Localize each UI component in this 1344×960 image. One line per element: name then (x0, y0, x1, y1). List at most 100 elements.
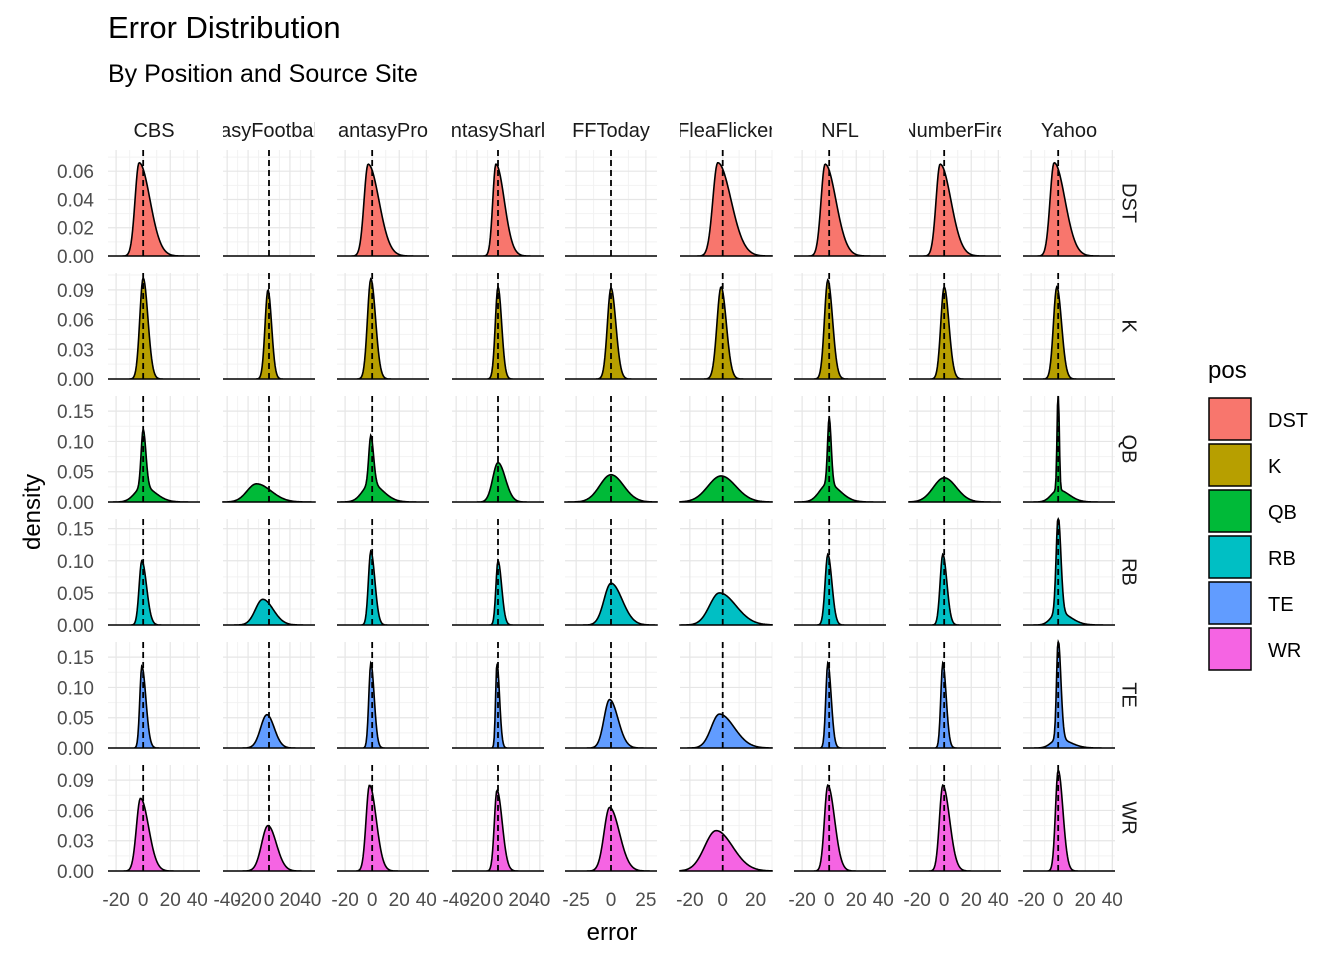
y-tick-wr-1: 0.03 (57, 832, 94, 853)
panel-te-fantasypros (337, 642, 429, 749)
x-tick-numberfire-2: 20 (961, 890, 982, 911)
density-k-cbs (108, 275, 200, 380)
panel-qb-fftoday (564, 396, 658, 503)
density-te-numberfire (909, 660, 1001, 749)
density-rb-nfl (794, 552, 886, 626)
x-tick-cbs-1: 0 (138, 890, 149, 911)
y-tick-dst-2: 0.04 (57, 190, 94, 211)
panel-wr-fantasysharks (452, 765, 544, 872)
x-tick-nfl-1: 0 (824, 890, 835, 911)
y-tick-te-1: 0.05 (57, 709, 94, 730)
y-tick-wr-3: 0.09 (57, 771, 94, 792)
density-qb-fantasysharks (452, 461, 544, 503)
density-k-nfl (794, 278, 886, 380)
density-rb-numberfire (909, 552, 1001, 626)
x-tick-fleaflicker-1: 0 (717, 890, 728, 911)
strip-label-fantasypros: antasyPro (338, 120, 428, 142)
x-tick-fantasypros-3: 40 (416, 890, 437, 911)
x-tick-fantasyfootballnerd-3: 20 (279, 890, 300, 911)
panel-qb-nfl (794, 396, 886, 503)
x-tick-fantasyfootballnerd-4: 40 (300, 890, 321, 911)
density-qb-cbs (108, 429, 200, 503)
panel-k-fantasypros (337, 273, 429, 380)
panel-dst-numberfire (909, 150, 1001, 257)
panel-k-fleaflicker (680, 273, 773, 380)
density-te-fantasypros (337, 660, 429, 749)
y-tick-dst-3: 0.06 (57, 162, 94, 183)
panel-qb-cbs (108, 396, 200, 503)
y-tick-k-1: 0.03 (57, 340, 94, 361)
y-tick-k-0: 0.00 (57, 370, 94, 391)
y-tick-qb-3: 0.15 (57, 402, 94, 423)
x-tick-fantasysharks-3: 20 (508, 890, 529, 911)
density-te-cbs (108, 664, 200, 749)
density-dst-fleaflicker (680, 161, 773, 257)
y-tick-k-2: 0.06 (57, 311, 94, 332)
density-wr-numberfire (909, 784, 1001, 872)
panel-wr-fftoday (565, 765, 657, 872)
x-tick-numberfire-1: 0 (939, 890, 950, 911)
panel-rb-yahoo (1023, 516, 1115, 626)
panel-te-fftoday (565, 642, 657, 749)
legend-label-te: TE (1268, 594, 1294, 616)
density-qb-nfl (794, 417, 886, 503)
x-tick-yahoo-2: 20 (1075, 890, 1096, 911)
panel-te-yahoo (1023, 638, 1115, 749)
panel-dst-cbs (108, 150, 200, 257)
y-tick-wr-2: 0.06 (57, 801, 94, 822)
panel-rb-fantasyfootballnerd (223, 519, 315, 626)
panel-te-nfl (794, 642, 886, 749)
panel-te-fantasysharks (452, 642, 544, 749)
panel-rb-fftoday (565, 519, 658, 626)
legend-key-wr (1208, 627, 1252, 671)
panel-qb-fantasypros (337, 396, 429, 503)
chart-title: Error Distribution (108, 10, 341, 45)
panel-rb-fleaflicker (679, 519, 773, 626)
y-tick-qb-0: 0.00 (57, 493, 94, 514)
strip-label-qb: QB (1118, 435, 1140, 464)
chart-subtitle: By Position and Source Site (108, 60, 418, 88)
panel-wr-numberfire (909, 765, 1001, 872)
x-tick-numberfire-3: 40 (988, 890, 1009, 911)
panel-k-fftoday (565, 273, 657, 380)
panel-rb-nfl (794, 519, 886, 626)
panel-rb-fantasypros (337, 519, 429, 626)
panel-k-cbs (108, 273, 200, 380)
x-tick-cbs-2: 20 (160, 890, 181, 911)
panel-k-nfl (794, 273, 886, 380)
x-tick-yahoo-1: 0 (1053, 890, 1064, 911)
density-dst-fantasypros (337, 163, 429, 257)
y-tick-te-2: 0.10 (57, 678, 94, 699)
panel-qb-fantasysharks (452, 396, 544, 503)
legend-label-wr: WR (1268, 640, 1301, 662)
strip-label-yahoo: Yahoo (1041, 120, 1097, 142)
strip-label-fleaflicker: FleaFlicker (677, 120, 775, 142)
panel-qb-numberfire (908, 396, 1001, 503)
panel-te-fantasyfootballnerd (223, 642, 315, 749)
y-tick-te-0: 0.00 (57, 739, 94, 760)
density-te-nfl (794, 660, 886, 749)
panel-dst-fftoday (565, 150, 657, 257)
y-tick-dst-1: 0.02 (57, 219, 94, 240)
legend-key-k (1208, 443, 1252, 487)
density-dst-yahoo (1023, 161, 1115, 257)
x-tick-fftoday-1: 0 (606, 890, 617, 911)
panel-wr-nfl (794, 765, 886, 872)
strip-label-numberfire: NumberFire (902, 120, 1008, 142)
legend-label-k: K (1268, 456, 1282, 478)
x-tick-cbs-0: -20 (102, 890, 129, 911)
panel-dst-fantasysharks (452, 150, 544, 257)
density-wr-fleaflicker (679, 829, 773, 872)
strip-label-wr: WR (1118, 801, 1140, 834)
y-tick-rb-0: 0.00 (57, 616, 94, 637)
y-tick-rb-1: 0.05 (57, 584, 94, 605)
x-tick-nfl-3: 40 (873, 890, 894, 911)
x-tick-fantasysharks-0: -40 (442, 890, 469, 911)
y-tick-qb-1: 0.05 (57, 463, 94, 484)
strip-label-cbs: CBS (133, 120, 174, 142)
x-tick-yahoo-0: -20 (1017, 890, 1044, 911)
density-wr-nfl (794, 784, 886, 872)
y-tick-dst-0: 0.00 (57, 247, 94, 268)
strip-label-fftoday: FFToday (572, 120, 650, 142)
density-rb-yahoo (1023, 516, 1115, 626)
